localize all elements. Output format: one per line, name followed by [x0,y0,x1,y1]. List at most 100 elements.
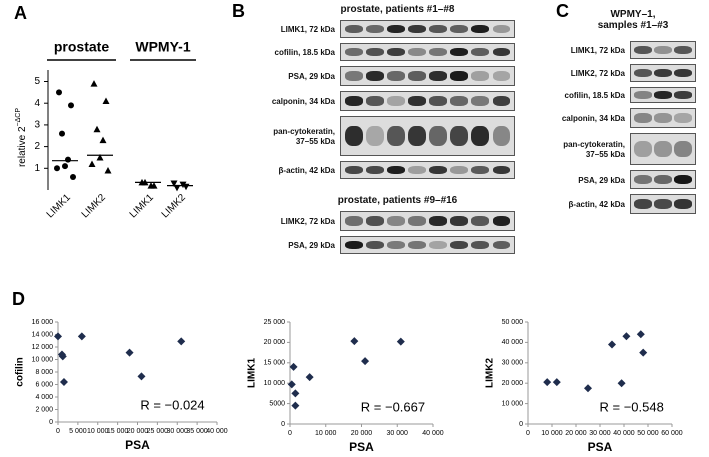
blot-band [634,45,652,55]
x-tick-label: 60 000 [661,430,683,437]
point [608,340,616,349]
y-tick-label: 12 000 [32,344,54,351]
blot-band [654,91,672,99]
blot-strip [630,41,696,59]
blot-band [365,165,384,175]
panel-letter: B [232,1,245,21]
blot-band [471,96,490,106]
x-tick-label: 0 [56,428,60,435]
blot-strip [630,87,696,103]
x-tick-label: LIMK1 [45,192,74,221]
y-tick-label: 2 000 [35,406,53,413]
blot-band [344,47,363,57]
y-tick-label: 0 [281,421,285,428]
blot-band [674,45,692,55]
blot-strip [340,43,515,61]
blot-band [450,47,469,57]
blot-band [429,165,447,175]
y-tick-label: 1 [34,163,40,174]
blot-band [634,140,652,158]
blot-band [386,24,405,34]
blot-strip [340,20,515,38]
blot-label: PSA, 29 kDa [578,175,625,185]
x-tick-label: 20 000 [351,430,373,437]
blot-band [344,165,363,175]
blot-strip [630,108,696,128]
blot-band [492,47,511,57]
blot-strip [340,161,515,179]
y-tick-label: 4 000 [35,394,53,401]
blot-band [408,165,426,175]
blot-band [408,71,426,81]
blot-band [471,125,490,147]
blot-band [634,91,652,99]
blot-band [344,96,363,106]
point [289,362,298,371]
blot-label: LIMK1, 72 kDa [570,46,625,55]
point [543,378,552,387]
point [88,160,96,167]
x-axis-label: PSA [349,440,374,454]
blot-band [408,96,426,106]
blot-strip [630,133,696,165]
annotation: R = −0.667 [361,399,425,414]
blot-band [674,140,692,158]
blot-band [450,125,469,147]
blot-band [365,71,384,81]
point [177,337,186,346]
blot-band [344,24,363,34]
point [54,332,62,341]
group-label: prostate [54,39,109,55]
y-tick-label: 14 000 [32,331,54,338]
point [396,337,405,346]
x-tick-label: LIMK1 [128,192,157,221]
point [173,184,181,192]
x-axis-label: PSA [125,438,150,452]
blot-band [365,96,384,106]
blot-strip [630,194,696,214]
panel-letter: A [14,3,27,23]
blot-band [654,140,672,158]
blot-strip [630,64,696,82]
blot-band [365,47,384,57]
point [102,97,110,105]
blot-band [386,240,405,250]
y-tick-label: 40 000 [502,339,524,346]
blot-band [429,125,447,147]
blot-band [429,71,447,81]
x-tick-label: 10 000 [541,430,563,437]
x-tick-label: 5 000 [69,428,87,435]
blot-band [386,216,405,226]
point [617,379,626,388]
x-tick-label: 10 000 [315,430,337,437]
x-tick-label: LIMK2 [160,192,189,221]
blot-label: β-actin, 42 kDa [278,166,335,175]
point [584,384,592,393]
point [90,80,98,87]
y-tick-label: 6 000 [35,381,53,388]
blot-band [674,91,692,99]
blot-label: cofilin, 18.5 kDa [564,91,625,100]
y-tick-label: 50 000 [502,319,524,326]
blot-band [344,71,363,81]
blot-band [471,216,490,226]
y-label-text: relative 2 [17,126,28,167]
point [291,389,300,398]
blot-band [408,240,426,250]
point [58,352,67,361]
x-tick-label: 40 000 [206,428,228,435]
x-tick-label: 20 000 [127,428,149,435]
blot-band [450,96,469,106]
point [291,401,300,410]
blot-label: pan-cytokeratin, 37–55 kDa [563,140,625,159]
point [54,165,60,172]
blot-band [365,24,384,34]
point [552,378,561,387]
blot-band [365,240,384,250]
point [68,102,74,109]
blot-band [386,165,405,175]
point [104,166,112,174]
point [170,180,178,187]
x-tick-label: 10 000 [87,428,109,435]
